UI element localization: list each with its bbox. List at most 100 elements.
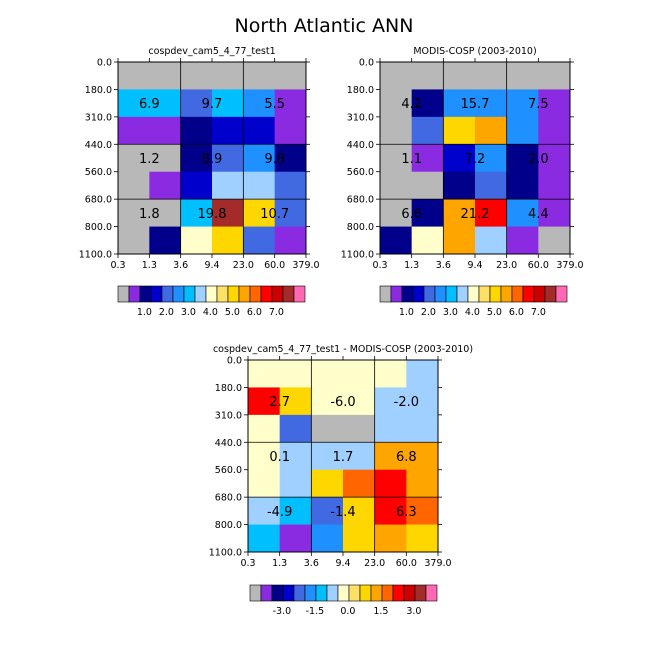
diff-legend-swatch [249,584,262,602]
diff-xtick-label: 60.0 [396,558,417,569]
obs-xtick-label: 0.3 [372,260,387,271]
obs-legend-label: 4.0 [465,307,480,318]
model-xtick-label: 3.6 [173,260,188,271]
model-xtick-label: 1.3 [142,260,157,271]
model-cell [243,144,276,173]
diff-cell [343,442,376,471]
obs-value-label: 2.0 [528,152,549,167]
obs-value-label: 4.4 [528,207,549,222]
diff-cell [311,469,344,498]
obs-legend-swatch [500,285,513,303]
obs-xtick-label: 9.4 [467,260,482,271]
obs-legend-swatch [390,285,403,303]
model-legend-swatch [117,285,130,303]
model-xtick-label: 60.0 [264,260,285,271]
obs-cell [380,144,413,173]
model-ytick-label: 440.0 [85,140,112,151]
model-legend-swatch [260,285,273,303]
obs-value-label: 7.2 [465,152,486,167]
diff-cell [374,414,407,443]
obs-legend-swatch [489,285,502,303]
diff-legend-swatch [304,584,317,602]
obs-xtick-label: 23.0 [496,260,517,271]
diff-value-label: -2.0 [394,395,419,410]
obs-cell [538,144,571,173]
obs-cell [443,171,476,200]
diff-cell [248,360,281,388]
model-cell [118,171,150,200]
obs-ytick-label: 680.0 [347,195,374,206]
obs-cell [506,226,539,255]
obs-cell [380,226,413,255]
model-cell [212,144,244,173]
model-legend-swatch [227,285,240,303]
model-ytick-label: 560.0 [85,167,112,178]
obs-value-label: 6.6 [401,207,422,222]
obs-cell [538,171,571,200]
model-cell [212,226,244,255]
model-legend-swatch [183,285,196,303]
obs-cell [506,62,539,90]
diff-cell [248,469,281,498]
model-panel: cospdev_cam5_4_77_test1 0.0 180.0 310.0 440.… [79,46,320,318]
model-legend-swatch [249,285,262,303]
obs-legend-label: 1.0 [399,307,414,318]
obs-cell [538,62,571,90]
model-value-label: 9.8 [264,152,285,167]
diff-xtick-label: 0.3 [240,558,255,569]
diff-legend-swatch [260,584,273,602]
diff-legend-swatch [425,584,438,602]
model-cell [212,89,244,118]
obs-legend-swatch [379,285,392,303]
diff-cell [248,524,281,553]
model-legend-swatch [238,285,251,303]
model-cell [212,171,244,200]
model-cell [274,62,307,90]
diff-cell [374,442,407,471]
model-legend-swatch [271,285,284,303]
model-value-label: 1.8 [139,207,160,222]
obs-cell [506,144,539,173]
obs-cell [538,199,571,228]
diff-cell [343,414,376,443]
diff-legend-swatch [370,584,383,602]
model-cell [118,89,150,118]
obs-legend-swatch [533,285,546,303]
obs-cell [443,116,476,145]
diff-cell [374,469,407,498]
obs-value-label: 7.5 [528,97,549,112]
obs-legend-swatch [423,285,436,303]
model-cell [180,171,213,200]
model-legend-swatch [293,285,306,303]
obs-xtick-label: 379.0 [556,260,583,271]
obs-xtick-label: 3.6 [436,260,451,271]
diff-ytick-label: 800.0 [215,520,242,531]
diff-legend-label: 1.5 [373,606,388,617]
obs-cell [538,89,571,118]
model-legend-swatch [161,285,174,303]
model-legend-swatch [139,285,152,303]
diff-cell [311,414,344,443]
obs-ytick-label: 1100.0 [341,250,374,261]
obs-value-label: 21.2 [461,207,490,222]
obs-ytick-label: 800.0 [347,222,374,233]
diff-value-label: -1.4 [330,505,355,520]
model-legend-swatch [150,285,163,303]
obs-legend-swatch [456,285,469,303]
diff-xtick-label: 1.3 [272,558,287,569]
diff-legend-swatch [403,584,416,602]
obs-panel-title: MODIS-COSP (2003-2010) [413,46,536,57]
diff-legend-swatch [392,584,405,602]
diff-cell [343,497,376,526]
model-cell [212,116,244,145]
diff-value-label: 6.8 [396,450,417,465]
obs-cell [506,89,539,118]
model-cell [149,89,182,118]
obs-cell [506,116,539,145]
obs-value-label: 15.7 [461,97,490,112]
obs-ytick-label: 180.0 [347,85,374,96]
model-value-label: 6.9 [139,97,160,112]
model-xtick-label: 0.3 [110,260,125,271]
model-legend-label: 6.0 [247,307,262,318]
diff-cell [374,497,407,526]
